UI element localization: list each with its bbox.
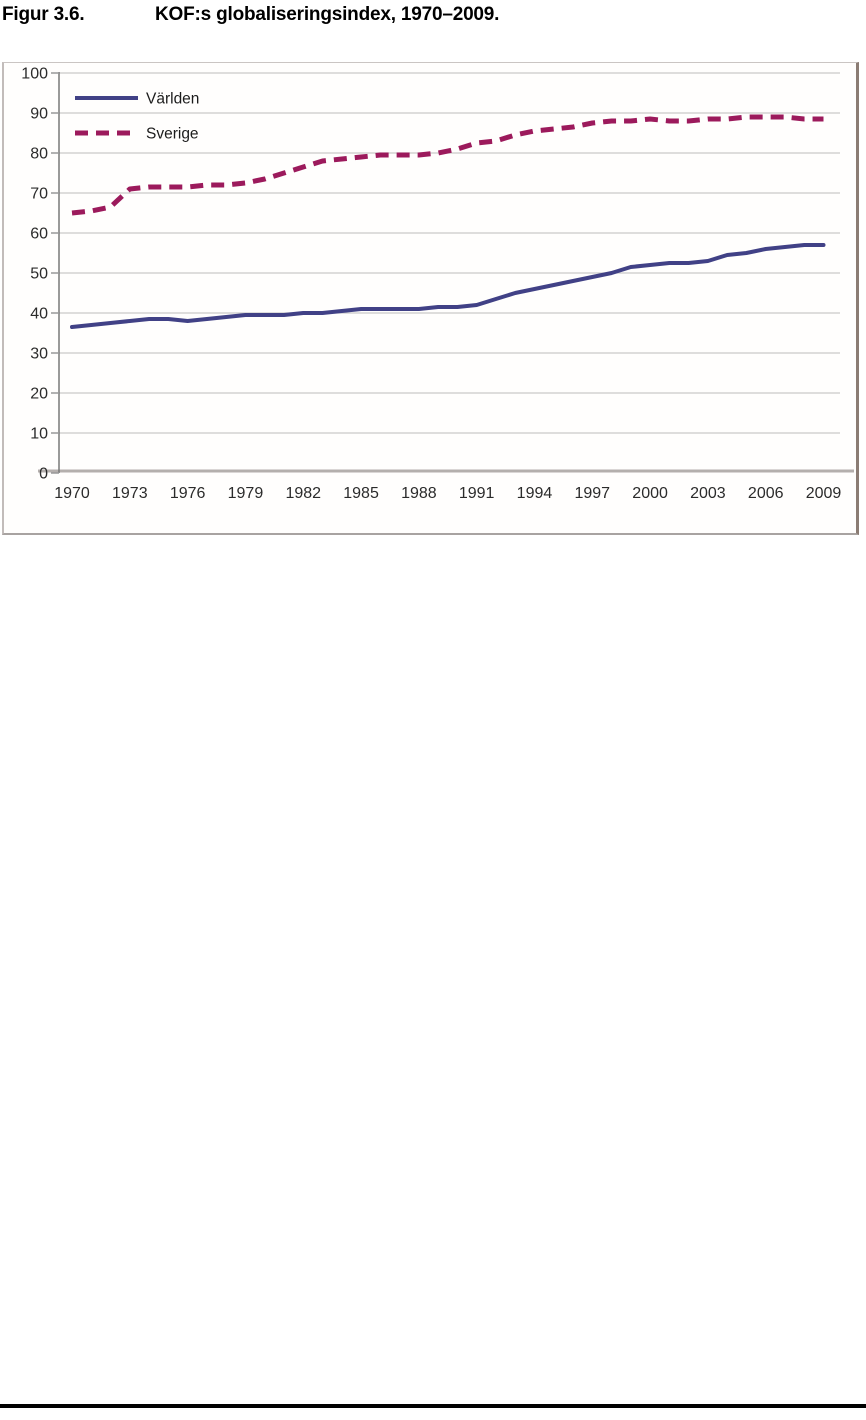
y-axis-tick-label: 50 <box>30 266 48 283</box>
y-axis-tick-label: 60 <box>30 226 48 243</box>
series-line-varlden <box>70 243 826 329</box>
x-axis-tick-label: 2000 <box>632 485 668 502</box>
y-axis-tick-label: 80 <box>30 146 48 163</box>
figure-caption: KOF:s globaliseringsindex, 1970–2009. <box>155 4 500 25</box>
y-axis-tick-label: 70 <box>30 186 48 203</box>
y-axis-tick-label: 100 <box>21 66 48 83</box>
x-axis-tick-label: 1997 <box>574 485 610 502</box>
x-axis-tick-label: 1985 <box>343 485 379 502</box>
x-axis-tick-label: 1982 <box>285 485 321 502</box>
x-axis-tick-label: 2006 <box>748 485 784 502</box>
chart-frame: 0 10 20 30 40 50 60 70 80 90 100 1970 1973 1976 1979 19… <box>2 62 859 535</box>
x-axis-tick-label: 1973 <box>112 485 148 502</box>
y-axis-tick-label: 90 <box>30 106 48 123</box>
x-axis-tick-label: 1991 <box>459 485 495 502</box>
y-axis-tick-label: 20 <box>30 386 48 403</box>
x-axis-tick-label: 1988 <box>401 485 437 502</box>
series-line-sverige <box>71 114 824 216</box>
x-axis-tick-label: 2003 <box>690 485 726 502</box>
x-axis-tick-label: 1979 <box>228 485 264 502</box>
figure-label: Figur 3.6. <box>2 4 85 25</box>
y-axis-tick-label: 30 <box>30 346 48 363</box>
line-chart: 0 10 20 30 40 50 60 70 80 90 100 1970 1973 1976 1979 19… <box>21 66 854 502</box>
y-axis-tick-label: 0 <box>39 466 48 483</box>
x-axis-tick-label: 2009 <box>806 485 842 502</box>
x-axis-tick-label: 1976 <box>170 485 206 502</box>
y-axis-tick-label: 10 <box>30 426 48 443</box>
x-axis-tick-label: 1970 <box>54 485 90 502</box>
page-bottom-rule <box>0 1404 866 1408</box>
figure-title: Figur 3.6. KOF:s globaliseringsindex, 197… <box>2 4 499 26</box>
legend-label: Världen <box>146 91 199 108</box>
y-axis-tick-label: 40 <box>30 306 48 323</box>
x-axis-tick-label: 1994 <box>517 485 553 502</box>
legend-label: Sverige <box>146 126 199 143</box>
